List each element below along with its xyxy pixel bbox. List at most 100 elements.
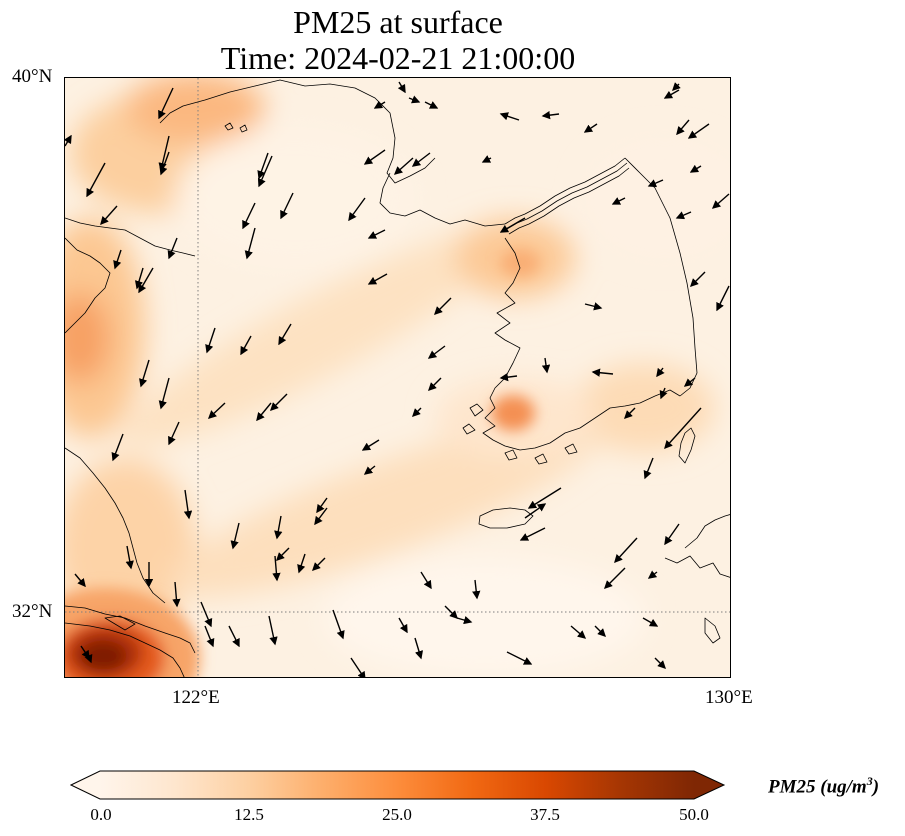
wind-arrow — [276, 547, 290, 561]
jeju-island-outline — [478, 507, 534, 529]
wind-arrow — [205, 327, 216, 354]
wind-arrow — [647, 179, 664, 188]
wind-arrow — [676, 119, 690, 136]
wind-arrow — [257, 155, 273, 188]
lat-tick-label-32: 32°N — [12, 601, 53, 622]
wind-arrow — [527, 487, 562, 509]
colorbar-min-extend — [71, 771, 100, 799]
wind-vector-field — [65, 81, 730, 677]
wind-arrow — [499, 217, 526, 233]
lon-tick-label-130: 130°E — [705, 687, 753, 708]
wind-arrow — [687, 123, 710, 139]
colorbar-tick-12-5: 12.5 — [234, 805, 264, 824]
wind-arrow — [348, 197, 366, 222]
wind-arrow — [204, 625, 215, 648]
wind-arrow — [172, 581, 181, 608]
wind-arrow — [80, 645, 90, 660]
wind-arrow — [611, 197, 626, 205]
colorbar-gradient — [100, 771, 694, 799]
wind-arrow — [138, 267, 154, 294]
wind-arrow — [257, 152, 269, 180]
wind-arrow — [242, 202, 256, 230]
wind-arrow — [270, 393, 288, 411]
wind-arrow — [541, 357, 551, 374]
wind-arrow — [656, 367, 665, 378]
wind-arrow — [472, 579, 481, 600]
wind-arrow — [332, 609, 345, 640]
wind-arrow — [570, 625, 587, 639]
wind-arrow — [427, 345, 446, 359]
wind-arrow — [350, 657, 366, 677]
coastlines — [65, 79, 730, 677]
wind-arrow — [583, 123, 598, 133]
lat-tick-label-40: 40°N — [12, 66, 53, 87]
wind-arrow — [499, 372, 518, 382]
wind-arrow — [158, 87, 174, 120]
wind-arrow — [74, 573, 86, 588]
colorbar-label: PM25 (ug/m3) — [768, 774, 880, 798]
wind-arrow — [647, 570, 658, 579]
wind-arrow — [672, 82, 681, 91]
wind-arrow — [397, 81, 406, 94]
wind-arrow — [412, 407, 422, 417]
wind-arrow — [159, 151, 170, 176]
wind-arrow — [158, 135, 170, 172]
wind-arrow — [280, 192, 294, 220]
wind-arrow — [675, 211, 692, 220]
wind-arrow — [168, 421, 180, 446]
wind-arrow — [230, 522, 240, 550]
wind-arrow — [65, 134, 72, 147]
colorbar-tick-37-5: 37.5 — [530, 805, 560, 824]
wind-arrow — [139, 359, 150, 388]
colorbar — [69, 770, 726, 800]
wind-arrow — [428, 377, 442, 391]
map-panel[interactable] — [64, 77, 731, 678]
wind-arrow — [624, 407, 636, 419]
wind-arrow — [506, 651, 533, 665]
wind-arrow — [373, 100, 386, 109]
wind-arrow — [167, 237, 178, 260]
wind-arrow — [584, 302, 603, 311]
pm25-concentration-field — [65, 78, 730, 677]
wind-arrow — [393, 157, 414, 175]
wind-arrow — [643, 457, 654, 480]
wind-arrow — [86, 162, 106, 198]
gridlines — [65, 78, 730, 677]
wind-arrow — [314, 507, 328, 526]
wind-arrow — [663, 89, 680, 99]
wind-arrow — [711, 193, 730, 209]
wind-arrow — [278, 323, 292, 346]
wind-arrow — [244, 227, 256, 260]
wind-arrow — [398, 617, 408, 634]
wind-arrow — [444, 605, 458, 619]
wind-arrow — [100, 205, 118, 226]
colorbar-tick-0: 0.0 — [90, 805, 112, 824]
wind-arrow — [420, 571, 432, 590]
colorbar-tick-25: 25.0 — [382, 805, 412, 824]
wind-arrow — [591, 368, 614, 377]
lon-tick-label-122: 122°E — [172, 687, 220, 708]
wind-arrow — [683, 377, 696, 387]
wind-arrow — [367, 273, 388, 285]
wind-arrow — [111, 433, 124, 462]
wind-arrow — [158, 377, 170, 410]
wind-arrow — [228, 625, 240, 648]
colorbar-tick-50: 50.0 — [679, 805, 709, 824]
wind-arrow — [664, 523, 680, 546]
wind-arrow — [361, 439, 380, 451]
map-title: PM25 at surface — [293, 4, 503, 40]
wind-arrow — [256, 402, 272, 422]
wind-arrow — [456, 616, 473, 625]
wind-arrow — [716, 285, 730, 312]
wind-arrow — [604, 567, 626, 589]
wind-arrow — [541, 110, 560, 120]
wind-arrow — [524, 503, 547, 519]
wind-arrow — [654, 657, 666, 669]
map-subtitle-time: Time: 2024-02-21 21:00:00 — [220, 40, 576, 76]
wind-arrow — [499, 112, 520, 121]
wind-arrow — [316, 497, 328, 514]
wind-arrow — [207, 402, 226, 419]
wind-arrow — [434, 297, 452, 315]
wind-arrow — [664, 407, 702, 450]
wind-arrow — [297, 553, 306, 574]
